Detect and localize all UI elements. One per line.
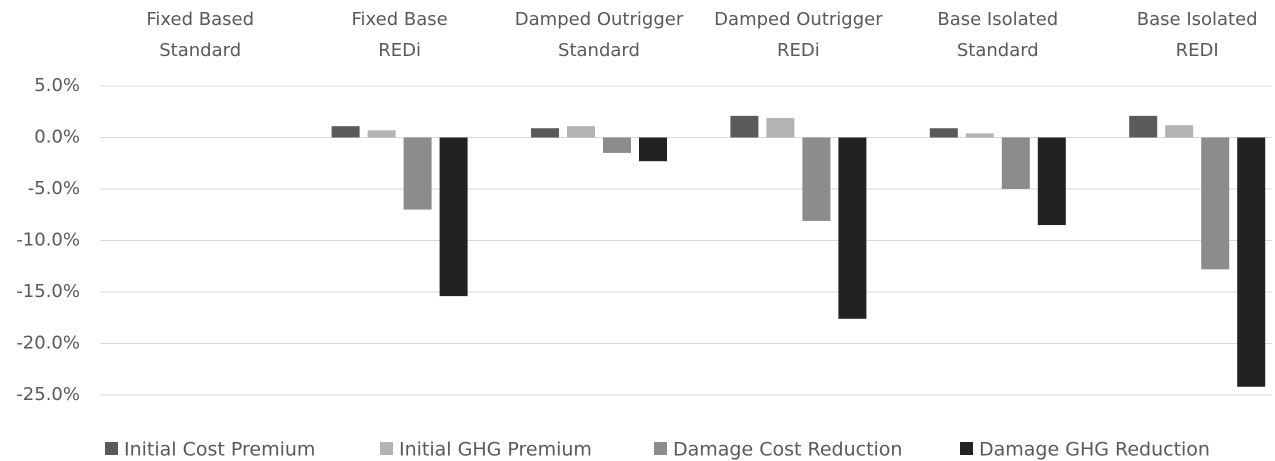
- bar: [1129, 115, 1158, 138]
- legend-label: Initial GHG Premium: [399, 439, 592, 461]
- x-tick-label: REDI: [1176, 40, 1219, 61]
- x-tick-label: Damped Outrigger: [515, 9, 684, 30]
- legend-swatch: [960, 442, 973, 455]
- bar: [603, 137, 631, 153]
- bar: [730, 115, 759, 138]
- x-tick-label: REDi: [378, 40, 421, 61]
- x-tick-label: Fixed Based: [146, 9, 254, 30]
- bar: [439, 137, 468, 297]
- legend-swatch: [380, 442, 393, 455]
- legend-label: Initial Cost Premium: [124, 439, 315, 461]
- bar: [766, 117, 795, 138]
- bar: [1001, 137, 1030, 189]
- bar: [367, 130, 396, 138]
- y-tick-label: 0.0%: [34, 127, 80, 148]
- bar: [531, 128, 559, 138]
- bar: [838, 137, 867, 319]
- bar: [1201, 137, 1230, 270]
- x-tick-label: Standard: [159, 40, 241, 61]
- legend-swatch: [654, 442, 667, 455]
- legend-label: Damage GHG Reduction: [979, 439, 1210, 461]
- y-tick-label: -5.0%: [28, 178, 80, 199]
- bar: [1165, 125, 1194, 138]
- bar: [331, 126, 360, 138]
- y-tick-label: -25.0%: [16, 384, 80, 405]
- bar: [965, 133, 994, 138]
- y-tick-label: 5.0%: [34, 75, 80, 96]
- legend-label: Damage Cost Reduction: [673, 439, 902, 461]
- x-tick-label: Damped Outrigger: [714, 9, 883, 30]
- bar: [403, 137, 432, 210]
- y-tick-label: -10.0%: [16, 230, 80, 251]
- y-tick-label: -20.0%: [16, 333, 80, 354]
- x-tick-label: Fixed Base: [351, 9, 447, 30]
- bar: [567, 126, 595, 138]
- x-tick-label: Standard: [558, 40, 640, 61]
- bar: [639, 137, 667, 162]
- y-tick-label: -15.0%: [16, 281, 80, 302]
- bar: [1237, 137, 1266, 387]
- x-tick-label: Base Isolated: [937, 9, 1058, 30]
- legend-swatch: [105, 442, 118, 455]
- bar: [802, 137, 831, 221]
- bar: [1037, 137, 1066, 226]
- bar: [929, 128, 958, 138]
- x-tick-label: Base Isolated: [1137, 9, 1258, 30]
- x-tick-label: REDi: [777, 40, 820, 61]
- x-tick-label: Standard: [957, 40, 1039, 61]
